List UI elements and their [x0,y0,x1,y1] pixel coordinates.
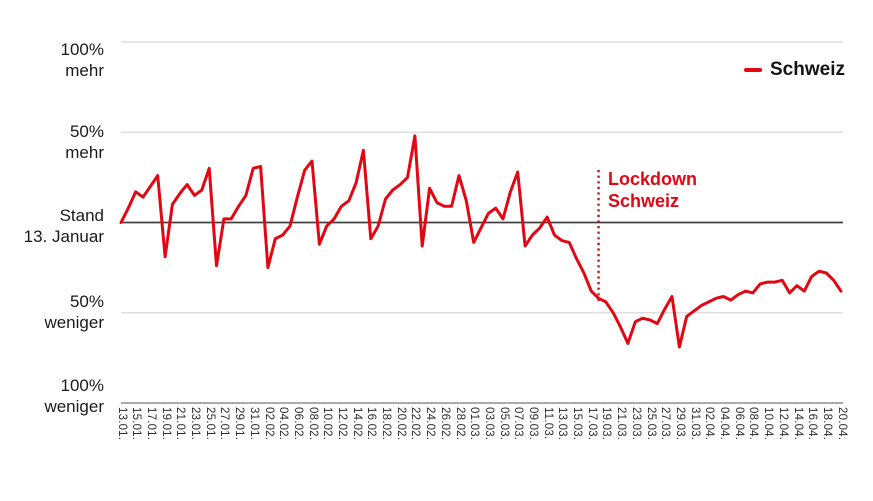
y-tick-label: Stand 13. Januar [23,205,104,246]
x-tick-label: 04.04. [718,407,731,441]
x-tick-label: 21.03. [615,407,628,441]
x-tick-label: 22.02. [409,407,422,441]
x-tick-label: 20.04. [835,407,848,441]
x-tick-label: 10.02. [321,407,334,441]
legend-line-swatch [744,67,762,73]
x-tick-label: 08.02. [306,407,319,441]
x-tick-label: 02.02. [262,407,275,441]
x-tick-label: 29.01. [233,407,246,441]
schweiz-line-series [119,134,843,349]
x-tick-label: 08.04. [747,407,760,441]
x-tick-label: 02.04. [703,407,716,441]
y-tick-label: 100% mehr [60,40,104,80]
x-tick-label: 25.03. [644,407,657,441]
lockdown-annotation-line1: Lockdown [608,169,697,189]
x-tick-label: 06.04. [732,407,745,441]
x-tick-label: 23.01. [189,407,202,441]
x-tick-label: 13.01. [115,407,128,441]
y-tick-label: 50% mehr [65,122,104,163]
x-tick-label: 27.01. [218,407,231,441]
x-tick-label: 03.03. [482,407,495,441]
legend-label: Schweiz [770,59,845,80]
x-tick-label: 31.03. [688,407,701,441]
x-tick-label: 24.02. [424,407,437,441]
y-tick-label: 50% weniger [44,291,104,332]
x-tick-label: 14.02. [350,407,363,441]
x-tick-label: 07.03. [512,407,525,441]
x-tick-label: 17.03. [585,407,598,441]
x-tick-label: 09.03. [527,407,540,441]
y-tick-label: 100% weniger [44,376,104,416]
x-tick-label: 27.03. [659,407,672,441]
x-tick-label: 19.03. [600,407,613,441]
x-tick-label: 26.02. [438,407,451,441]
x-tick-label: 15.03. [571,407,584,441]
x-tick-label: 29.03. [673,407,686,441]
x-tick-label: 19.01. [159,407,172,441]
x-tick-label: 16.02. [365,407,378,441]
x-tick-label: 11.03. [541,407,554,440]
x-tick-label: 10.04. [762,407,775,441]
x-tick-label: 01.03. [468,407,481,441]
x-tick-label: 05.03. [497,407,510,441]
x-tick-label: 04.02. [277,407,290,441]
x-tick-label: 17.01. [144,407,157,441]
x-tick-label: 12.02. [336,407,348,441]
x-tick-label: 31.01. [247,407,260,441]
x-tick-label: 14.04. [791,407,804,441]
legend: Schweiz [744,58,845,82]
x-tick-label: 18.02. [380,407,393,441]
x-tick-label: 16.04. [806,407,819,441]
x-tick-label: 18.04. [820,407,833,441]
x-tick-label: 23.03. [629,407,642,441]
x-tick-label: 25.01. [203,407,216,441]
x-tick-label: 12.04. [776,407,789,441]
x-tick-label: 20.02. [394,407,407,441]
x-tick-label: 06.02. [291,407,304,441]
x-tick-label: 13.03. [556,407,569,441]
lockdown-annotation-label: Lockdown Schweiz [608,169,697,212]
x-tick-label: 28.02. [453,407,466,441]
x-tick-label: 21.01. [174,407,187,441]
x-tick-label: 15.01. [130,407,143,441]
lockdown-annotation-line2: Schweiz [608,190,680,211]
